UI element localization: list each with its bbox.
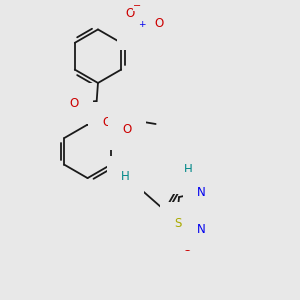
Text: N: N (132, 23, 140, 36)
Text: −: − (134, 1, 142, 11)
Text: N: N (174, 226, 183, 239)
Text: O: O (122, 122, 132, 136)
Text: H: H (184, 163, 193, 176)
Text: N: N (196, 223, 205, 236)
Text: N: N (173, 167, 182, 179)
Text: +: + (138, 20, 145, 28)
Text: S: S (174, 217, 182, 230)
Text: O: O (125, 7, 135, 20)
Text: H: H (121, 170, 130, 183)
Text: O: O (182, 241, 191, 254)
Text: O: O (70, 97, 79, 110)
Text: O: O (154, 17, 163, 30)
Text: O: O (102, 116, 112, 129)
Text: N: N (197, 186, 206, 199)
